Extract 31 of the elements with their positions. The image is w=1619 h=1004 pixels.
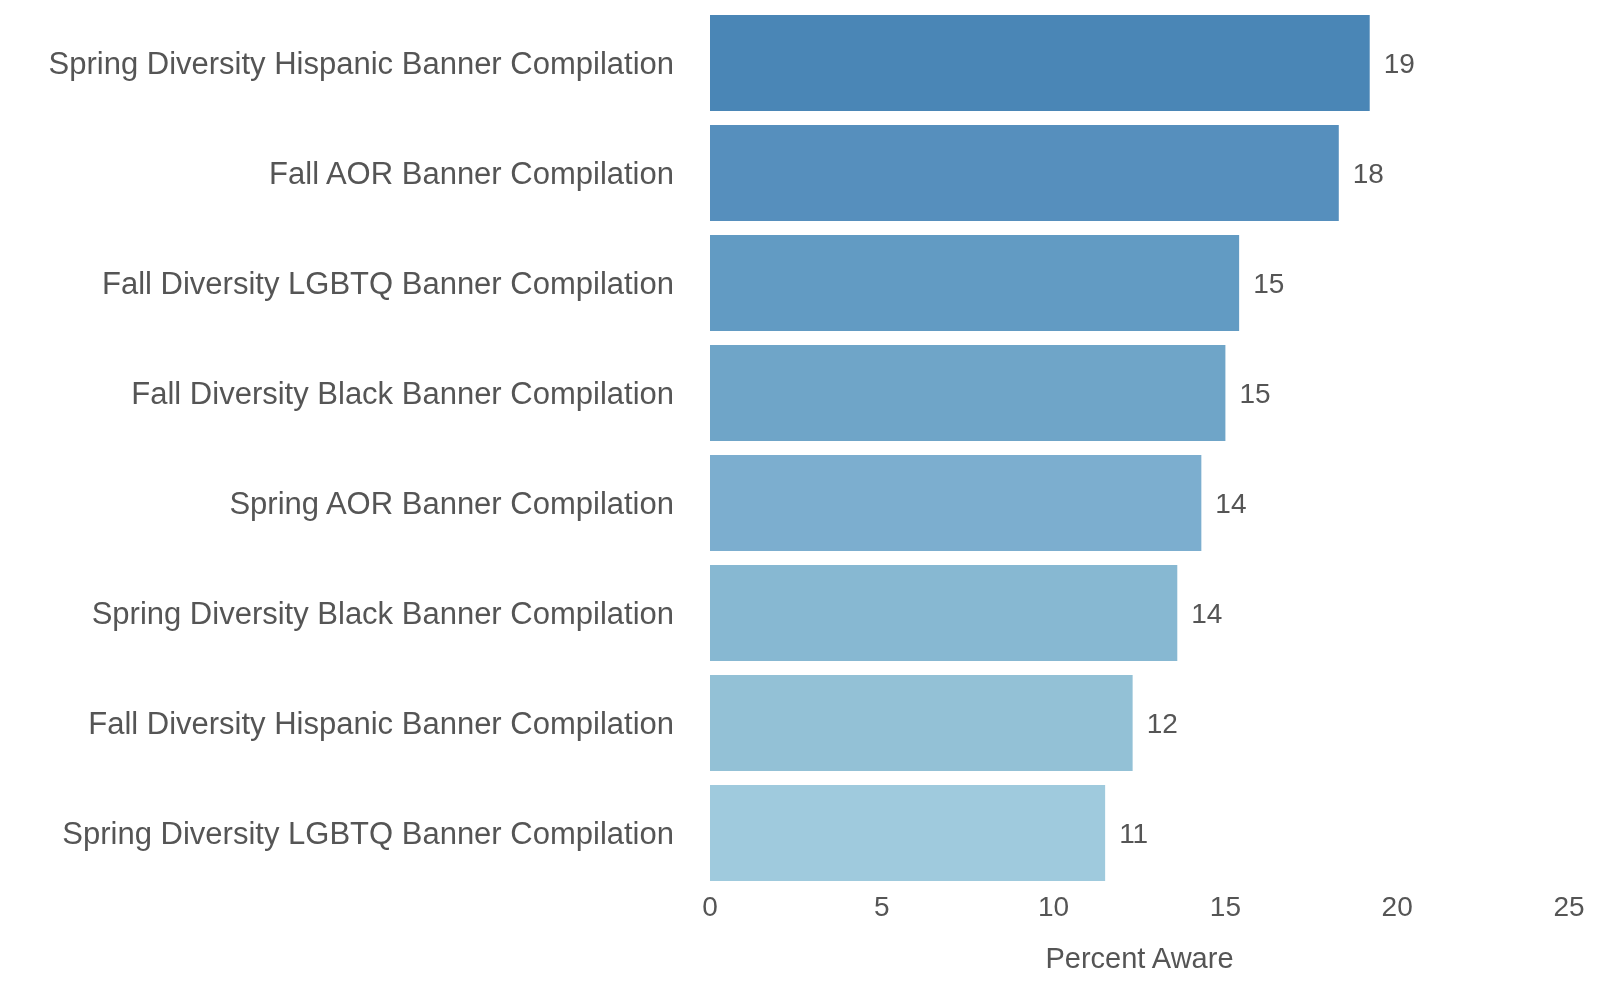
- bar: [710, 675, 1133, 771]
- bar: [710, 455, 1202, 551]
- data-label: 11: [1119, 818, 1149, 849]
- y-tick-label: Spring Diversity Black Banner Compilation: [91, 596, 674, 632]
- bar: [710, 345, 1226, 441]
- x-tick-label: 20: [1381, 890, 1413, 922]
- x-tick-label: 0: [702, 890, 718, 922]
- x-axis-title: Percent Aware: [1045, 942, 1234, 974]
- y-tick-label: Spring AOR Banner Compilation: [229, 486, 674, 522]
- y-tick-label: Fall Diversity Black Banner Compilation: [131, 376, 674, 412]
- bar: [710, 235, 1240, 331]
- y-tick-label: Fall Diversity Hispanic Banner Compilation: [88, 706, 674, 742]
- y-tick-label: Spring Diversity LGBTQ Banner Compilation: [62, 816, 674, 852]
- data-label: 15: [1239, 378, 1271, 409]
- y-tick-label: Fall Diversity LGBTQ Banner Compilation: [102, 266, 674, 302]
- y-tick-label: Spring Diversity Hispanic Banner Compilation: [48, 46, 674, 81]
- x-tick-label: 15: [1209, 890, 1241, 922]
- x-tick-label: 10: [1038, 890, 1070, 922]
- y-tick-label: Fall AOR Banner Compilation: [269, 156, 674, 192]
- bar: [710, 125, 1339, 221]
- data-label: 19: [1383, 48, 1415, 79]
- data-label: 15: [1253, 268, 1285, 299]
- bar: [710, 15, 1370, 111]
- bar: [710, 565, 1178, 661]
- data-label: 12: [1146, 708, 1178, 739]
- x-tick-label: 5: [874, 890, 890, 922]
- data-label: 18: [1352, 158, 1384, 189]
- data-label: 14: [1191, 598, 1223, 629]
- x-tick-label: 25: [1553, 890, 1585, 922]
- data-label: 14: [1215, 488, 1247, 519]
- bar: [710, 785, 1106, 881]
